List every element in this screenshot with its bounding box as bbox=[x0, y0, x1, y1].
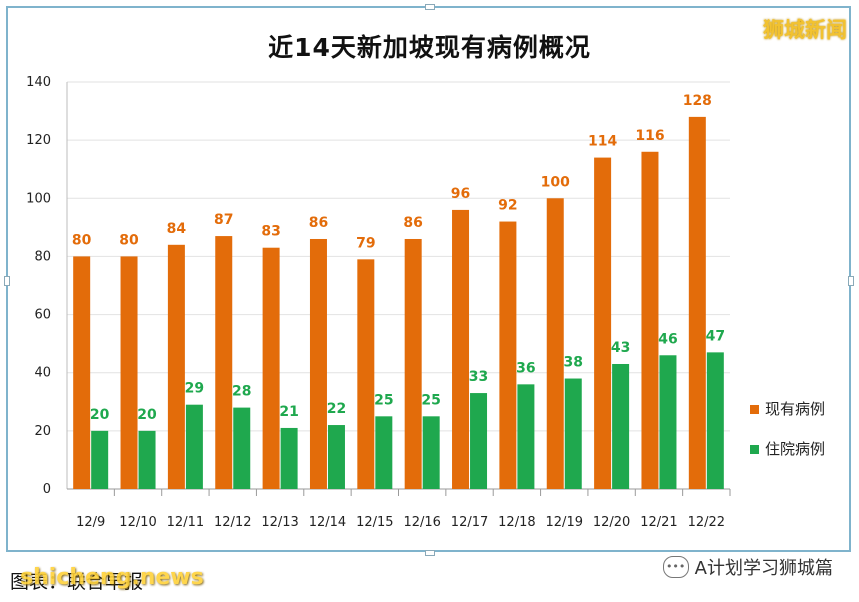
bar-hospitalised bbox=[422, 416, 440, 489]
x-tick-label: 12/10 bbox=[119, 515, 156, 530]
bar-hospitalised bbox=[327, 425, 345, 489]
bar-current-cases bbox=[641, 151, 659, 489]
x-tick-label: 12/20 bbox=[593, 515, 630, 530]
data-label: 46 bbox=[658, 331, 677, 347]
x-tick-label: 12/13 bbox=[261, 515, 298, 530]
x-tick-label: 12/22 bbox=[688, 515, 725, 530]
data-label: 22 bbox=[327, 401, 346, 417]
data-label: 96 bbox=[451, 186, 470, 202]
bar-current-cases bbox=[594, 157, 612, 490]
bar-hospitalised bbox=[185, 404, 203, 489]
chart-title: 近14天新加坡现有病例概况 bbox=[268, 33, 591, 62]
bar-hospitalised bbox=[138, 430, 156, 489]
x-tick-label: 12/19 bbox=[546, 515, 583, 530]
bar-hospitalised bbox=[375, 416, 393, 489]
data-label: 86 bbox=[309, 215, 328, 231]
data-label: 20 bbox=[90, 407, 110, 423]
data-label: 128 bbox=[683, 93, 712, 109]
data-label: 80 bbox=[72, 232, 92, 248]
data-label: 80 bbox=[119, 232, 139, 248]
x-tick-label: 12/9 bbox=[76, 515, 105, 530]
bar-current-cases bbox=[499, 221, 517, 490]
x-tick-label: 12/11 bbox=[167, 515, 204, 530]
x-tick-label: 12/21 bbox=[640, 515, 677, 530]
bar-current-cases bbox=[357, 259, 375, 489]
y-tick-label: 140 bbox=[26, 75, 51, 90]
resize-handle-right[interactable] bbox=[848, 276, 854, 286]
bar-current-cases bbox=[215, 236, 233, 489]
resize-handle-bottom[interactable] bbox=[425, 550, 435, 556]
data-label: 83 bbox=[261, 224, 280, 240]
bar-hospitalised bbox=[233, 407, 251, 489]
x-tick-label: 12/12 bbox=[214, 515, 251, 530]
wechat-account-label: A计划学习狮城篇 bbox=[694, 558, 833, 579]
legend-label: 现有病例 bbox=[765, 400, 825, 418]
data-label: 25 bbox=[421, 392, 440, 408]
data-label: 114 bbox=[588, 134, 617, 150]
bar-hospitalised bbox=[280, 427, 298, 489]
x-tick-label: 12/18 bbox=[498, 515, 535, 530]
y-tick-label: 0 bbox=[43, 482, 51, 497]
bar-hospitalised bbox=[706, 352, 724, 489]
bar-current-cases bbox=[546, 198, 564, 490]
bar-hospitalised bbox=[564, 378, 582, 489]
data-label: 25 bbox=[374, 392, 393, 408]
x-tick-label: 12/17 bbox=[451, 515, 488, 530]
y-tick-label: 100 bbox=[26, 191, 51, 206]
wechat-icon: ••• bbox=[662, 556, 689, 578]
bar-current-cases bbox=[73, 256, 91, 489]
data-label: 38 bbox=[564, 355, 583, 371]
x-tick-label: 12/16 bbox=[403, 515, 440, 530]
x-tick-label: 12/14 bbox=[309, 515, 346, 530]
site-watermark: shicheng.news bbox=[20, 565, 204, 590]
data-label: 29 bbox=[185, 381, 204, 397]
data-label: 43 bbox=[611, 340, 630, 356]
wechat-account: ••• A计划学习狮城篇 bbox=[662, 554, 833, 580]
bar-hospitalised bbox=[612, 363, 630, 489]
bar-current-cases bbox=[452, 209, 470, 489]
bar-hospitalised bbox=[470, 393, 488, 489]
legend-swatch bbox=[750, 405, 759, 414]
resize-handle-top[interactable] bbox=[425, 4, 435, 10]
bar-current-cases bbox=[309, 238, 327, 489]
data-label: 92 bbox=[498, 198, 517, 214]
y-tick-label: 20 bbox=[34, 424, 51, 439]
data-label: 36 bbox=[516, 360, 535, 376]
bar-hospitalised bbox=[517, 384, 535, 489]
data-label: 79 bbox=[356, 235, 375, 251]
y-tick-label: 80 bbox=[34, 249, 51, 264]
bar-current-cases bbox=[167, 244, 185, 489]
bar-current-cases bbox=[120, 256, 138, 489]
y-tick-label: 120 bbox=[26, 133, 51, 148]
data-label: 86 bbox=[403, 215, 422, 231]
legend-label: 住院病例 bbox=[765, 440, 825, 458]
chart-credit: 图表：联合早报 bbox=[10, 571, 144, 593]
bar-hospitalised bbox=[91, 430, 109, 489]
x-tick-label: 12/15 bbox=[356, 515, 393, 530]
legend-swatch bbox=[750, 445, 759, 454]
data-label: 47 bbox=[706, 328, 725, 344]
data-label: 21 bbox=[279, 404, 298, 420]
data-label: 84 bbox=[167, 221, 187, 237]
data-label: 116 bbox=[635, 128, 664, 144]
bar-current-cases bbox=[262, 247, 280, 489]
y-tick-label: 40 bbox=[34, 366, 51, 381]
bar-hospitalised bbox=[659, 355, 677, 489]
bar-current-cases bbox=[688, 116, 706, 489]
bar-current-cases bbox=[404, 238, 422, 489]
data-label: 87 bbox=[214, 212, 233, 228]
data-label: 28 bbox=[232, 384, 251, 400]
data-label: 100 bbox=[541, 174, 570, 190]
data-label: 33 bbox=[469, 369, 488, 385]
data-label: 20 bbox=[137, 407, 157, 423]
brand-logo-text: 狮城新闻 bbox=[763, 18, 847, 42]
y-tick-label: 60 bbox=[34, 308, 51, 323]
resize-handle-left[interactable] bbox=[4, 276, 10, 286]
